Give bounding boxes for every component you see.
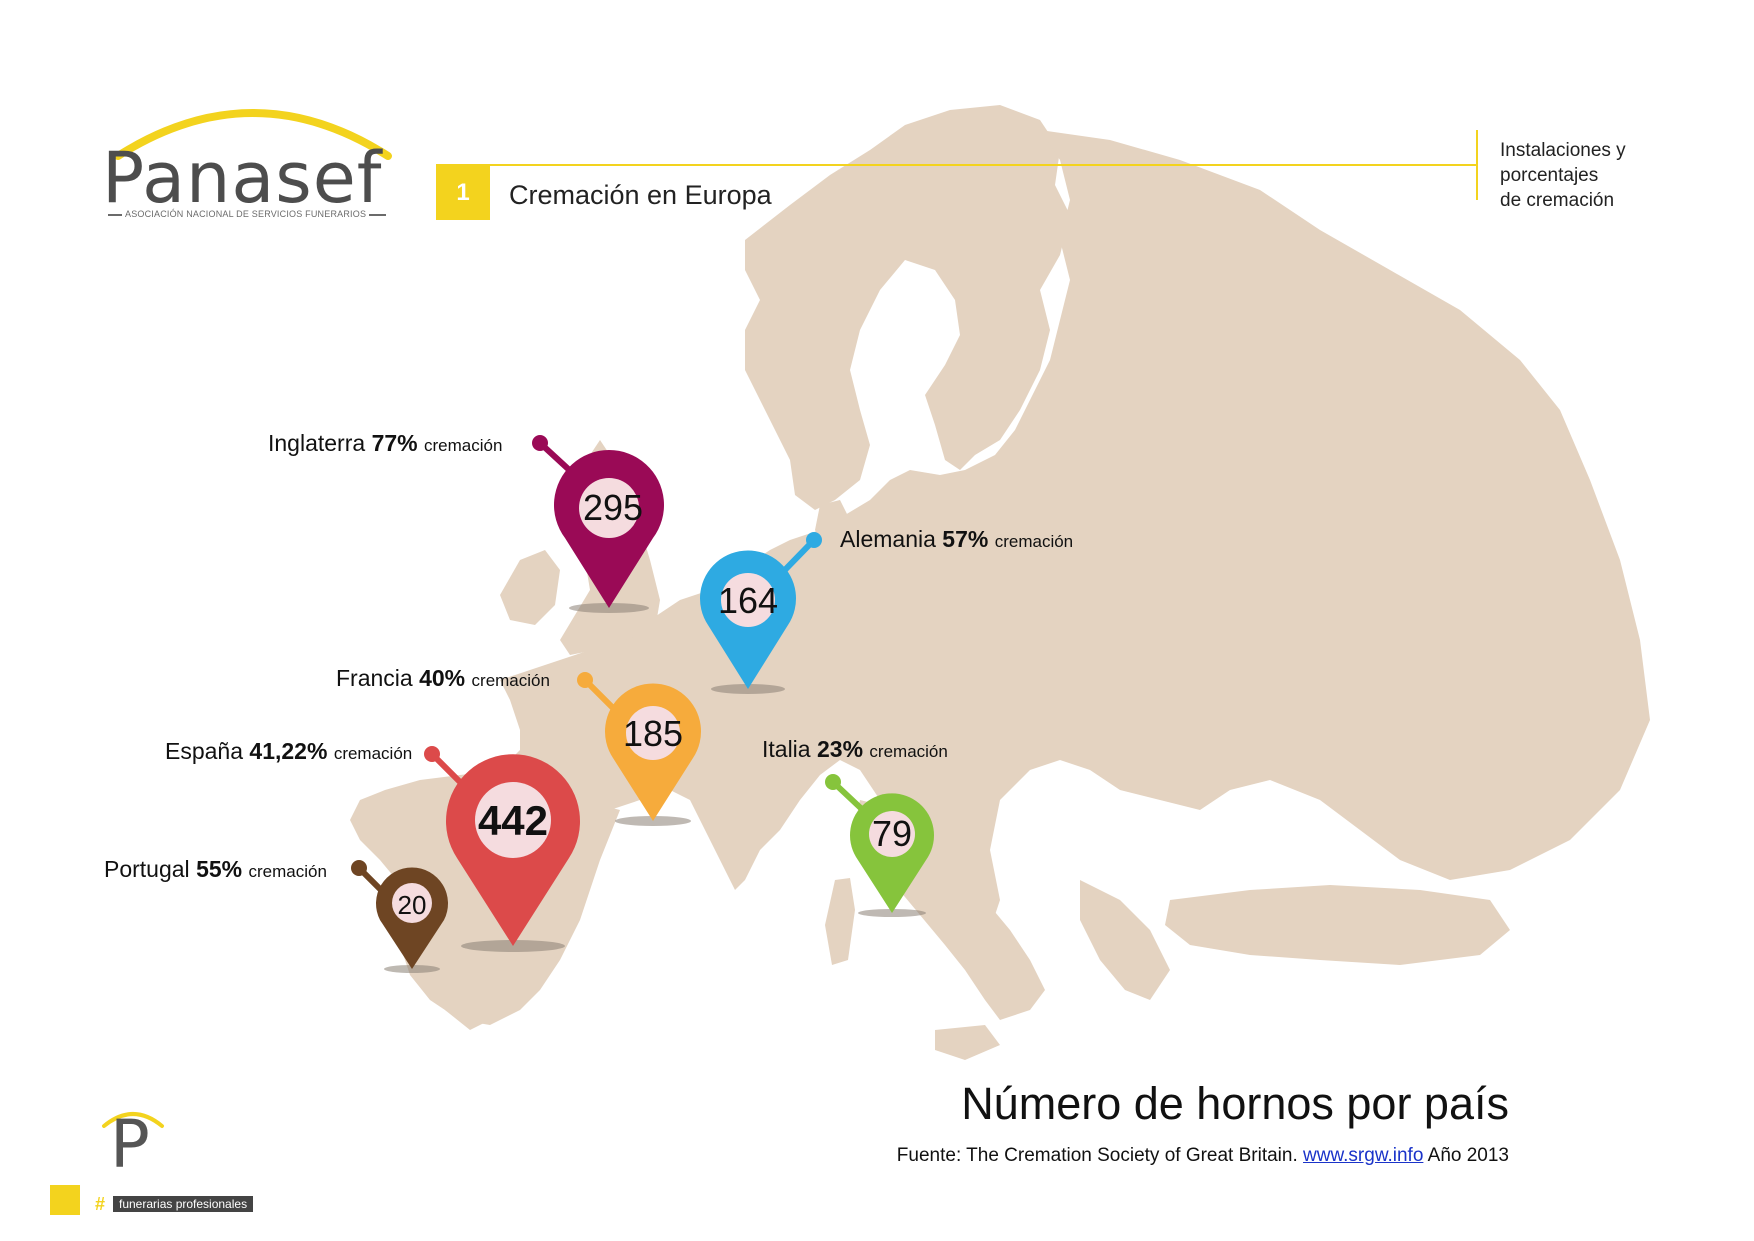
oven-count-francia: 185 [622,713,684,754]
source-link[interactable]: www.srgw.info [1303,1145,1424,1166]
section-title: Cremación en Europa [509,180,772,210]
country-name: Italia [762,736,811,762]
oven-count-inglaterra: 295 [582,487,644,528]
section-description: Instalaciones y porcentajes de cremación [1500,140,1626,211]
cremation-percent: 41,22% [249,738,328,764]
label-italia: Italia 23% cremación [762,738,948,761]
leader-dot-alemania [806,532,822,548]
label-espana: España 41,22% cremación [165,740,412,763]
country-name: Francia [336,665,413,691]
brand-subtitle: ASOCIACIÓN NACIONAL DE SERVICIOS FUNERAR… [122,209,370,219]
pin-leader-lines [351,435,869,898]
hash-icon: # [95,1194,106,1214]
cremation-percent: 57% [942,526,989,552]
yellow-square [50,1185,80,1215]
source-prefix: Fuente: The Cremation Society of Great B… [896,1145,1298,1166]
leader-dot-francia [577,672,593,688]
cremation-unit: cremación [994,532,1074,551]
section-number: 1 [436,166,490,220]
cremation-percent: 23% [816,736,864,762]
cremation-unit: cremación [424,436,503,455]
cremation-unit: cremación [869,742,948,761]
europe-landmass [350,105,1650,1060]
panasef-logo-arc [114,109,392,160]
leader-dot-espana [424,746,440,762]
mini-logo-arc [102,1112,164,1128]
brand-tag: funerarias profesionales [113,1196,254,1212]
source-line: Fuente: The Cremation Society of Great B… [897,1145,1509,1167]
oven-count-italia: 79 [871,813,913,854]
leader-dot-italia [825,774,841,790]
cremation-unit: cremación [248,862,327,881]
cremation-unit: cremación [471,671,550,690]
cremation-unit: cremación [333,744,413,763]
pin-face-alemania [721,573,775,627]
label-francia: Francia 40% cremación [336,667,550,690]
mini-logo-letter: P [110,1106,150,1183]
brand-name: Panasef [102,137,383,219]
pin-face-espana [475,782,551,858]
label-portugal: Portugal 55% cremación [104,858,327,881]
pin-face-portugal [392,883,432,923]
pin-face-italia [869,811,915,857]
country-name: Inglaterra [268,430,366,456]
oven-count-portugal: 20 [397,890,427,920]
oven-count-espana: 442 [477,797,549,844]
cremation-percent: 77% [371,430,418,456]
leader-dot-portugal [351,860,367,876]
country-name: Alemania [840,526,936,552]
country-name: Portugal [104,856,190,882]
oven-count-alemania: 164 [717,580,779,621]
pin-face-francia [626,706,680,760]
label-inglaterra: Inglaterra 77% cremación [268,432,502,455]
country-name: España [165,738,244,764]
cremation-percent: 40% [419,665,466,691]
header-rule [436,164,1476,166]
source-year: Año 2013 [1427,1145,1509,1166]
pin-face-inglaterra [579,478,639,538]
main-title: Número de hornos por país [961,1078,1509,1129]
leader-dot-inglaterra [532,435,548,451]
map-pins [376,449,934,969]
header-rule-vertical [1476,130,1478,200]
label-alemania: Alemania 57% cremación [840,528,1073,551]
cremation-percent: 55% [196,856,243,882]
